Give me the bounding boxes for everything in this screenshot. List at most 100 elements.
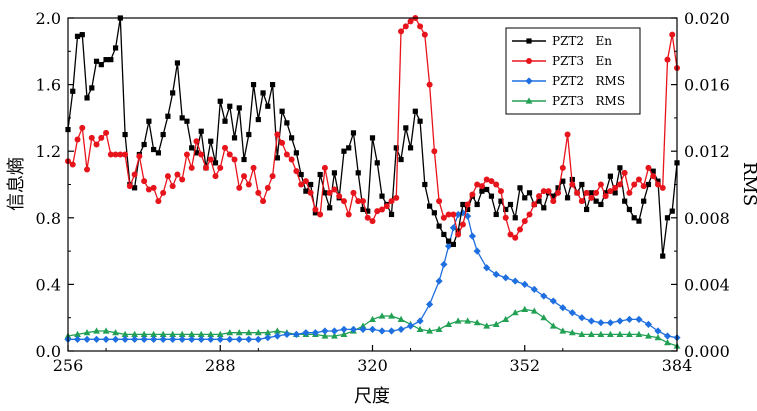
data-point	[107, 151, 114, 158]
data-point	[564, 131, 571, 138]
data-point	[540, 292, 548, 300]
data-point	[155, 198, 162, 205]
data-point	[345, 211, 352, 218]
y-left-axis-title: 信息熵	[6, 157, 27, 211]
legend-label: PZT3 RMS	[552, 94, 625, 108]
data-point	[340, 325, 348, 333]
data-point	[226, 335, 234, 343]
data-point	[378, 327, 386, 335]
data-point	[160, 131, 166, 138]
y-right-tick-label: 0.012	[684, 142, 730, 161]
data-point	[155, 150, 161, 156]
data-point	[612, 190, 618, 196]
data-point	[550, 198, 557, 205]
data-point	[222, 118, 228, 124]
data-point	[108, 57, 114, 63]
data-point	[588, 194, 595, 201]
legend-label: PZT3 En	[552, 54, 612, 68]
data-point	[312, 206, 319, 213]
y-right-axis-title: RMS	[739, 162, 757, 206]
data-point	[321, 327, 329, 335]
data-point	[140, 330, 148, 337]
data-point	[179, 115, 185, 121]
data-point	[512, 234, 519, 241]
data-point	[440, 260, 448, 269]
data-point	[179, 176, 186, 183]
data-point	[374, 160, 380, 166]
data-point	[579, 181, 585, 188]
data-point	[464, 317, 472, 324]
data-point	[336, 193, 343, 200]
data-point	[189, 145, 195, 151]
data-point	[426, 327, 433, 334]
data-point	[226, 151, 233, 158]
data-point	[616, 330, 624, 337]
data-point	[388, 211, 395, 218]
data-point	[663, 332, 672, 340]
data-point	[583, 189, 590, 196]
data-point	[465, 206, 471, 213]
data-point	[302, 178, 309, 185]
y-left-tick-label: 1.6	[36, 76, 61, 95]
data-point	[284, 120, 290, 126]
data-point	[597, 319, 605, 327]
data-point	[88, 134, 95, 141]
data-point	[178, 330, 186, 337]
data-point	[283, 151, 290, 158]
data-point	[298, 181, 305, 188]
data-point	[236, 184, 243, 191]
data-point	[412, 108, 418, 114]
data-point	[536, 193, 543, 200]
data-point	[541, 205, 547, 211]
data-point	[440, 214, 447, 221]
data-point	[245, 329, 253, 336]
data-point	[103, 129, 110, 136]
data-point	[198, 128, 204, 134]
data-point	[578, 314, 586, 322]
data-point	[426, 81, 433, 88]
data-point	[597, 181, 604, 188]
data-point	[507, 201, 514, 208]
data-point	[235, 335, 243, 343]
data-point	[165, 113, 171, 119]
data-point	[83, 335, 91, 343]
data-point	[254, 335, 262, 343]
data-point	[69, 161, 76, 168]
data-point	[664, 215, 671, 221]
data-point	[659, 184, 666, 191]
data-point	[273, 327, 281, 334]
data-point	[545, 188, 552, 195]
data-point	[140, 335, 148, 343]
data-point	[445, 242, 453, 250]
data-point	[74, 33, 81, 39]
data-point	[298, 171, 304, 178]
data-point	[435, 277, 443, 285]
data-point	[274, 155, 280, 161]
data-point	[383, 203, 390, 210]
data-point	[198, 151, 205, 158]
data-point	[540, 188, 547, 195]
data-point	[164, 173, 171, 180]
data-point	[131, 335, 139, 343]
data-point	[98, 134, 105, 141]
data-point	[511, 277, 519, 285]
data-point	[441, 231, 447, 238]
data-point	[150, 335, 158, 343]
y-right-tick-label: 0.000	[684, 342, 730, 361]
data-point	[597, 330, 605, 337]
data-point	[640, 183, 647, 190]
data-point	[425, 300, 434, 308]
legend-marker	[526, 58, 532, 64]
data-point	[207, 156, 214, 163]
data-point	[169, 183, 176, 190]
data-point	[83, 329, 91, 336]
data-point	[79, 124, 86, 131]
data-point	[398, 156, 404, 163]
data-point	[169, 335, 177, 343]
data-point	[540, 314, 548, 321]
data-point	[607, 188, 614, 195]
data-point	[636, 218, 642, 224]
data-point	[379, 206, 386, 213]
legend-marker	[525, 97, 533, 104]
